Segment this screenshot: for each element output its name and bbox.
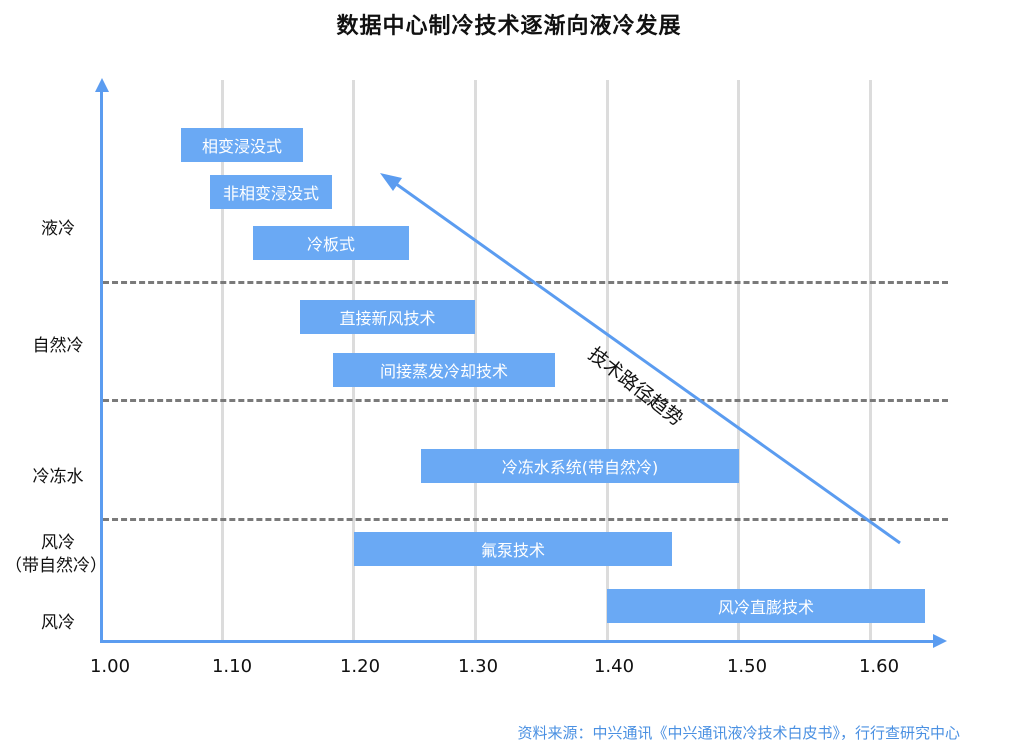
y-label-air-free-line2: （带自然冷）: [5, 556, 107, 576]
gridline-1-50: [737, 80, 740, 640]
bar-direct-fresh-air: 直接新风技术: [300, 300, 475, 334]
gridline-1-10: [221, 80, 224, 640]
bar-phase-change-immersion: 相变浸没式: [181, 128, 303, 162]
bar-non-phase-change-immersion: 非相变浸没式: [210, 175, 332, 209]
x-tick: 1.40: [593, 656, 635, 677]
x-tick: 1.30: [457, 656, 499, 677]
bar-fluorine-pump: 氟泵技术: [354, 532, 672, 566]
gridline-1-60: [869, 80, 872, 640]
separator-liquid-natural: [103, 281, 948, 284]
x-tick: 1.60: [858, 656, 900, 677]
y-axis-arrow-icon: [95, 78, 109, 92]
x-axis-arrow-icon: [933, 634, 947, 648]
x-tick: 1.10: [211, 656, 253, 677]
bar-chilled-water: 冷冻水系统(带自然冷): [421, 449, 739, 483]
y-axis: [100, 88, 103, 641]
x-axis: [100, 640, 935, 643]
x-tick: 1.50: [726, 656, 768, 677]
separator-chilled-air: [103, 518, 948, 521]
y-label-air-free-line1: 风冷: [41, 533, 75, 553]
x-tick: 1.00: [89, 656, 131, 677]
gridline-1-40: [606, 80, 609, 640]
y-label-air: 风冷: [41, 613, 75, 633]
chart-title: 数据中心制冷技术逐渐向液冷发展: [336, 14, 682, 39]
y-label-chilled: 冷冻水: [32, 467, 84, 487]
y-label-liquid: 液冷: [41, 219, 75, 239]
bar-air-dx: 风冷直膨技术: [607, 589, 925, 623]
bar-cold-plate: 冷板式: [253, 226, 409, 260]
bar-indirect-evaporative: 间接蒸发冷却技术: [333, 353, 555, 387]
source-note: 资料来源：中兴通讯《中兴通讯液冷技术白皮书》，行行查研究中心: [517, 724, 960, 742]
separator-natural-chilled: [103, 399, 948, 402]
x-tick: 1.20: [339, 656, 381, 677]
y-label-natural: 自然冷: [32, 336, 84, 356]
